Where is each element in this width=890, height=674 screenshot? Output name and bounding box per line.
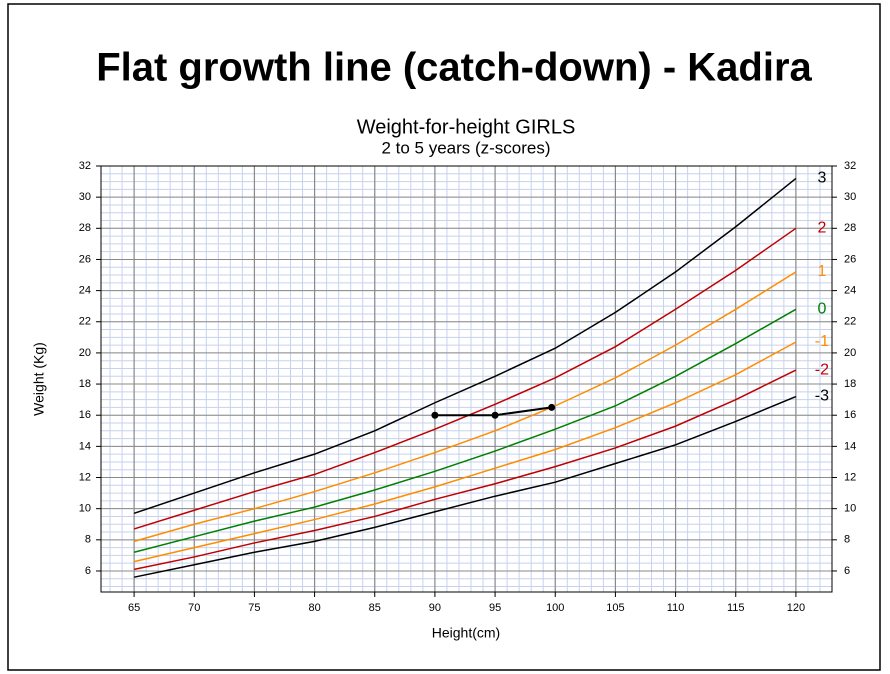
y2-tick-label: 20 (844, 347, 856, 359)
y2-tick-label: 12 (844, 471, 856, 483)
z-score-line (133, 308, 797, 554)
y-tick-label: 22 (79, 316, 91, 328)
series-label: 0 (817, 301, 826, 318)
z-score-line (133, 341, 797, 563)
series-label: 3 (817, 170, 826, 187)
y2-tick-label: 30 (844, 191, 856, 203)
series-label: 1 (817, 263, 826, 280)
y-tick-label: 8 (85, 534, 91, 546)
series-label: -3 (815, 388, 829, 405)
y-tick-label: 18 (79, 378, 91, 390)
y2-tick-label: 8 (844, 534, 850, 546)
z-score-line (133, 369, 797, 571)
y-tick-label: 30 (79, 191, 91, 203)
y2-tick-label: 16 (844, 409, 856, 421)
x-tick-label: 110 (667, 602, 685, 614)
x-tick-label: 75 (248, 602, 260, 614)
x-tick-label: 70 (188, 602, 200, 614)
x-tick-label: 90 (429, 602, 441, 614)
chart-subtitle: 2 to 5 years (z-scores) (381, 138, 550, 157)
z-score-line (133, 227, 797, 530)
y-tick-label: 20 (79, 347, 91, 359)
x-tick-label: 100 (546, 602, 564, 614)
patient-point (431, 411, 439, 419)
patient-point (548, 403, 556, 411)
y-axis-label: Weight (Kg) (31, 342, 47, 416)
y-tick-label: 32 (79, 160, 91, 172)
y-tick-label: 28 (79, 222, 91, 234)
y2-tick-label: 22 (844, 316, 856, 328)
y2-tick-label: 10 (844, 503, 856, 515)
y-tick-label: 12 (79, 471, 91, 483)
plot-area (101, 166, 832, 592)
chart-subtitle: Weight-for-height GIRLS (357, 116, 576, 138)
y2-tick-label: 14 (844, 440, 856, 452)
y2-tick-label: 6 (844, 565, 850, 577)
y2-tick-label: 32 (844, 160, 856, 172)
y-tick-label: 24 (79, 285, 91, 297)
x-tick-label: 85 (369, 602, 381, 614)
z-score-line (133, 395, 797, 578)
z-score-line (133, 177, 797, 515)
y-tick-label: 16 (79, 409, 91, 421)
y2-tick-label: 28 (844, 222, 856, 234)
x-tick-label: 65 (128, 602, 140, 614)
z-score-line (133, 271, 797, 543)
series-label: -1 (815, 333, 829, 350)
y-tick-label: 26 (79, 253, 91, 265)
chart-title: Flat growth line (catch-down) - Kadira (96, 46, 812, 90)
series-label: -2 (815, 361, 829, 378)
x-tick-label: 105 (606, 602, 624, 614)
patient-point (491, 411, 499, 419)
y-tick-label: 10 (79, 503, 91, 515)
y-tick-label: 14 (79, 440, 91, 452)
y-tick-label: 6 (85, 565, 91, 577)
x-tick-label: 120 (787, 602, 805, 614)
x-tick-label: 80 (308, 602, 320, 614)
y2-tick-label: 24 (844, 285, 856, 297)
x-tick-label: 95 (489, 602, 501, 614)
y2-tick-label: 18 (844, 378, 856, 390)
y2-tick-label: 26 (844, 253, 856, 265)
series-label: 2 (817, 220, 826, 237)
x-tick-label: 115 (727, 602, 745, 614)
plot-border (100, 165, 833, 593)
x-axis-label: Height(cm) (432, 625, 500, 641)
